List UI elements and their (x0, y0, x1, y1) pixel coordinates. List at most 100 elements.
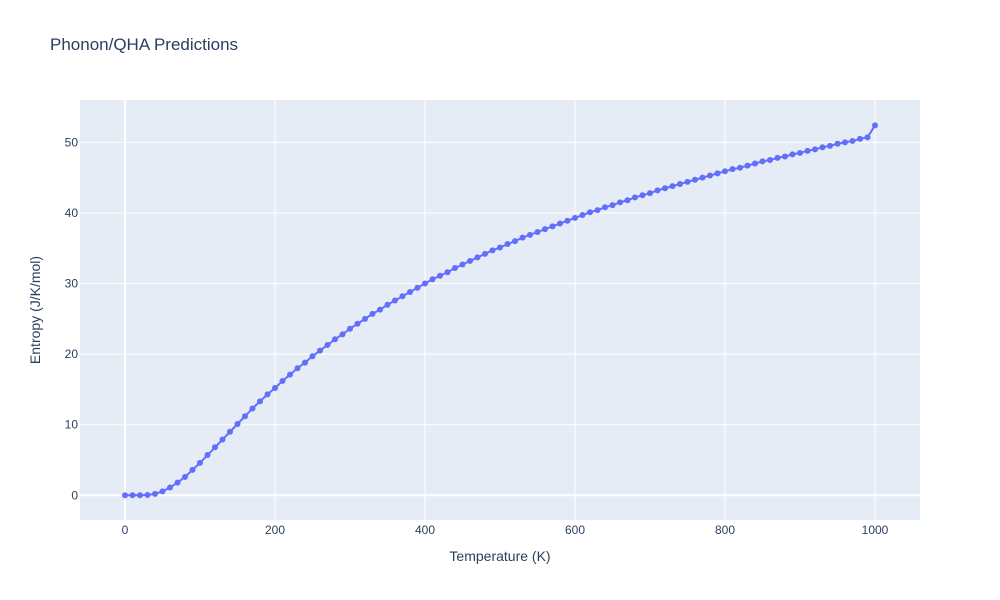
data-point (347, 325, 353, 332)
data-point (692, 176, 698, 183)
data-point (744, 162, 751, 169)
data-point (864, 134, 871, 141)
y-tick-label: 50 (65, 135, 79, 149)
data-point (377, 306, 383, 313)
data-point (129, 492, 136, 499)
data-point (789, 151, 796, 158)
data-point (722, 168, 728, 175)
data-point (287, 371, 293, 378)
grid (80, 100, 920, 520)
data-point (684, 178, 691, 185)
data-point (339, 331, 346, 338)
series-layer (122, 122, 878, 499)
data-point (617, 199, 623, 206)
data-point (714, 170, 721, 177)
x-tick-label: 1000 (862, 523, 889, 537)
data-point (204, 452, 211, 459)
x-axis-title: Temperature (K) (449, 548, 550, 564)
data-point (497, 244, 503, 251)
data-point (197, 459, 203, 466)
data-point (452, 265, 458, 271)
y-tick-label: 20 (65, 347, 79, 361)
data-point (272, 385, 278, 391)
data-point (429, 276, 436, 283)
data-point (219, 436, 226, 443)
data-point (752, 160, 758, 167)
data-point (737, 164, 743, 171)
data-point (647, 190, 653, 197)
data-point (234, 421, 241, 427)
data-point (534, 229, 541, 235)
data-point (767, 157, 773, 163)
data-point (594, 207, 601, 214)
data-point (699, 174, 706, 181)
data-point (317, 347, 323, 354)
data-point (392, 297, 398, 304)
data-point (467, 257, 473, 264)
data-point (279, 377, 286, 384)
data-point (167, 484, 173, 491)
data-point (122, 492, 128, 499)
data-point (519, 234, 526, 241)
data-point (804, 147, 811, 154)
data-point (422, 280, 428, 287)
data-point (407, 289, 413, 295)
x-tick-label: 800 (715, 523, 735, 537)
data-point (137, 492, 143, 499)
data-point (549, 223, 556, 230)
data-point (414, 284, 421, 291)
data-point (729, 166, 736, 173)
data-point (152, 490, 158, 497)
data-point (872, 122, 878, 129)
data-point (624, 197, 631, 204)
y-tick-label: 0 (71, 488, 78, 502)
x-tick-label: 400 (415, 523, 435, 537)
data-point (542, 226, 548, 233)
data-point (572, 214, 578, 221)
data-point (302, 359, 308, 366)
data-point (819, 144, 826, 151)
data-point (707, 172, 713, 179)
data-point (842, 139, 848, 146)
data-point (482, 250, 488, 257)
data-point (759, 158, 766, 165)
data-point (489, 247, 496, 254)
chart-title: Phonon/QHA Predictions (50, 35, 238, 54)
data-point (189, 466, 196, 473)
data-point (182, 473, 188, 480)
plot-area (80, 100, 920, 520)
data-point (812, 146, 818, 153)
y-tick-label: 40 (65, 206, 79, 220)
data-point (579, 212, 586, 219)
y-tick-label: 10 (65, 418, 79, 432)
data-point (677, 181, 683, 187)
data-point (324, 341, 331, 348)
data-point (669, 183, 676, 190)
data-point (437, 272, 443, 279)
data-point (257, 398, 263, 405)
tick-labels: 0 200 400 600 800 1000 0 10 20 30 40 50 (65, 135, 889, 537)
data-point (849, 137, 856, 144)
data-point (444, 269, 451, 276)
data-point (632, 194, 638, 201)
data-point (797, 149, 803, 156)
data-point (557, 220, 563, 227)
data-point (504, 241, 511, 247)
data-point (459, 261, 466, 268)
data-point (827, 142, 833, 149)
data-point (384, 301, 391, 308)
data-point (242, 413, 248, 420)
data-point (602, 204, 608, 211)
data-point (399, 293, 406, 300)
data-point (564, 217, 571, 224)
data-point (609, 202, 616, 209)
x-tick-label: 0 (122, 523, 129, 537)
data-point (587, 209, 593, 216)
data-point (144, 491, 151, 498)
data-point (227, 428, 233, 435)
data-point (174, 479, 181, 486)
data-point (249, 405, 256, 412)
data-point (782, 153, 788, 160)
data-point (354, 320, 361, 327)
